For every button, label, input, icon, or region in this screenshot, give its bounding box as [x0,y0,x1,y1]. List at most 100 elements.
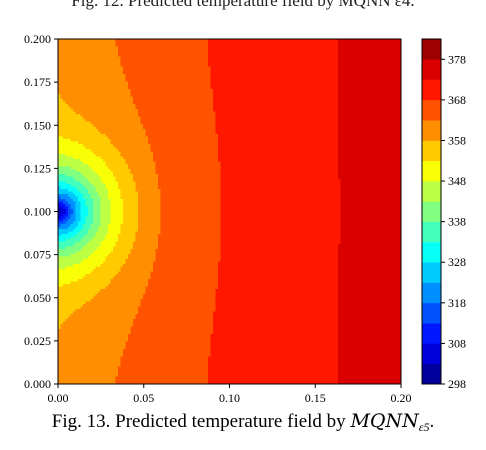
heatmap-cell [178,64,181,67]
heatmap-cell [228,66,231,70]
heatmap-cell [173,56,176,60]
heatmap-cell [215,56,219,60]
heatmap-cell [250,86,254,90]
heatmap-cell [333,126,336,130]
heatmap-cell [183,56,186,60]
heatmap-cell [225,99,229,102]
heatmap-cell [340,49,344,52]
heatmap-cell [365,59,369,62]
heatmap-cell [273,46,276,50]
heatmap-cell [268,91,271,95]
heatmap-cell [240,89,244,92]
heatmap-cell [210,104,214,107]
heatmap-cell [220,64,224,67]
heatmap-cell [348,111,351,115]
heatmap-cell [253,59,256,62]
heatmap-cell [235,39,239,42]
heatmap-cell [350,121,354,125]
heatmap-cell [58,81,61,85]
heatmap-cell [178,79,181,82]
heatmap-cell [200,106,204,110]
heatmap-cell [280,86,284,90]
heatmap-cell [70,51,74,55]
heatmap-cell [343,116,346,120]
heatmap-cell [148,114,151,117]
heatmap-cell [205,81,209,85]
heatmap-cell [348,96,351,100]
heatmap-cell [113,69,116,72]
heatmap-cell [273,69,276,72]
heatmap-cell [353,126,356,130]
heatmap-cell [265,44,269,47]
heatmap-cell [388,89,391,92]
heatmap-cell [308,114,311,117]
heatmap-cell [220,106,224,110]
heatmap-cell [155,111,159,115]
heatmap-cell [365,104,369,107]
heatmap-cell [178,44,181,47]
heatmap-cell [278,44,281,47]
heatmap-cell [100,84,104,87]
heatmap-cell [68,99,71,102]
heatmap-cell [205,101,209,105]
heatmap-cell [135,119,139,122]
heatmap-cell [385,96,389,100]
heatmap-cell [103,116,106,120]
heatmap-cell [163,96,166,100]
heatmap-cell [390,114,394,117]
heatmap-cell [180,49,184,52]
heatmap-cell [263,116,266,120]
heatmap-cell [375,106,379,110]
heatmap-cell [273,86,276,90]
heatmap-cell [358,84,361,87]
heatmap-cell [113,111,116,115]
heatmap-cell [245,74,249,77]
heatmap-cell [190,81,194,85]
heatmap-cell [345,81,349,85]
heatmap-cell [340,96,344,100]
heatmap-cell [300,46,304,50]
heatmap-cell [313,89,316,92]
heatmap-cell [368,111,371,115]
heatmap-cell [360,99,364,102]
heatmap-cell [375,71,379,75]
heatmap-cell [223,71,226,75]
heatmap-cell [260,114,264,117]
heatmap-cell [345,104,349,107]
heatmap-cell [293,46,296,50]
heatmap-cell [233,46,236,50]
heatmap-cell [273,96,276,100]
heatmap-cell [258,51,261,55]
heatmap-cell [320,44,324,47]
heatmap-cell [385,106,389,110]
heatmap-cell [148,126,151,130]
heatmap-cell [113,124,116,127]
heatmap-cell [135,41,139,45]
heatmap-cell [208,59,211,62]
heatmap-cell [103,119,106,122]
heatmap-cell [178,69,181,72]
heatmap-cell [108,89,111,92]
heatmap-cell [208,39,211,42]
heatmap-cell [263,114,266,117]
heatmap-cell [130,121,134,125]
heatmap-cell [340,61,344,65]
heatmap-cell [70,94,74,97]
heatmap-cell [135,71,139,75]
heatmap-cell [213,81,216,85]
heatmap-cell [88,41,91,45]
heatmap-cell [260,49,264,52]
heatmap-cell [143,104,146,107]
heatmap-cell [385,64,389,67]
heatmap-cell [150,106,154,110]
heatmap-cell [120,74,124,77]
heatmap-cell [320,39,324,42]
heatmap-cell [130,69,134,72]
heatmap-cell [338,94,341,97]
heatmap-cell [153,79,156,82]
heatmap-cell [153,124,156,127]
heatmap-cell [328,86,331,90]
heatmap-cell [83,126,86,130]
heatmap-cell [278,66,281,70]
heatmap-cell [348,101,351,105]
